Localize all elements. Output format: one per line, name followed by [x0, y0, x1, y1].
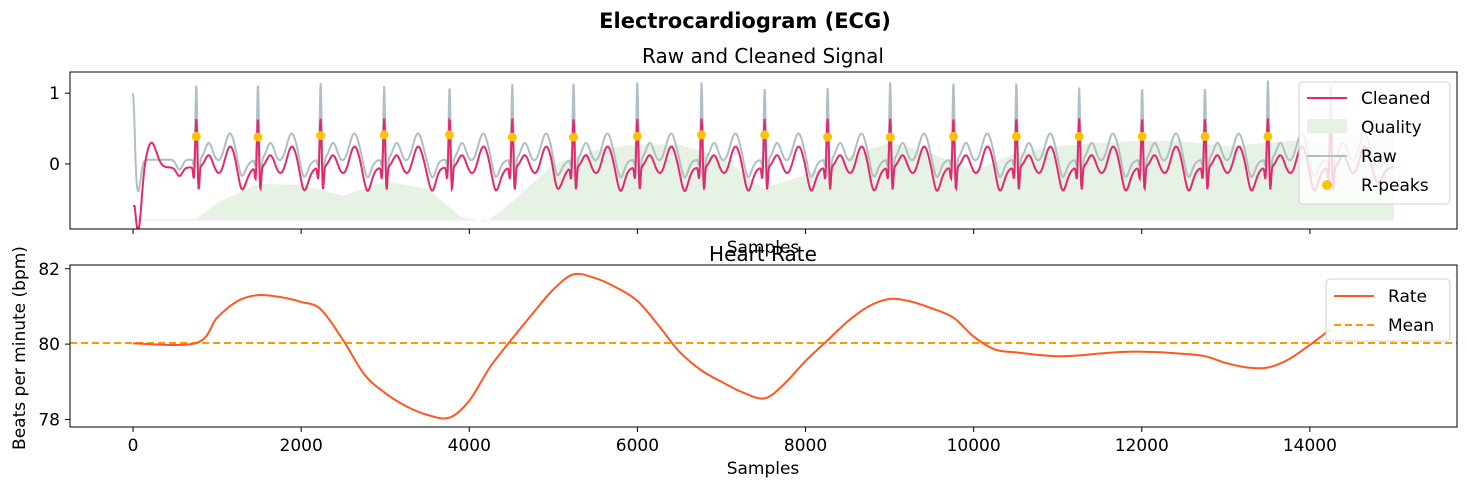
r-peak-marker — [379, 130, 389, 140]
r-peaks-markers — [191, 130, 1273, 142]
signal-plot-frame — [69, 71, 1458, 230]
legend-mean-label: Mean — [1388, 316, 1434, 336]
heart-rate-panel: Heart Rate 78 80 82 0 2000 4000 6000 8000 10000… — [10, 242, 1458, 479]
signal-y-tick-label: 0 — [49, 155, 60, 175]
heart-rate-x-tick-label: 6000 — [616, 436, 659, 456]
heart-rate-x-tick-label: 12000 — [1115, 436, 1169, 456]
heart-rate-x-tick-label: 2000 — [280, 436, 323, 456]
r-peak-marker — [191, 131, 201, 141]
heart-rate-y-tick-label: 78 — [38, 410, 60, 430]
heart-rate-x-tick-label: 4000 — [448, 436, 491, 456]
heart-rate-x-tick-label: 0 — [128, 436, 139, 456]
legend-quality-label: Quality — [1361, 118, 1422, 138]
legend-cleaned-label: Cleaned — [1361, 89, 1431, 109]
legend-r-peaks-swatch — [1322, 180, 1332, 190]
r-peak-marker — [1137, 131, 1147, 141]
signal-x-axis-label: Samples — [727, 238, 800, 258]
r-peak-marker — [1074, 131, 1084, 141]
heart-rate-line — [132, 272, 1332, 420]
heart-rate-panel-title: Heart Rate — [709, 242, 817, 266]
r-peak-marker — [445, 130, 454, 140]
heart-rate-x-tick-label: 14000 — [1283, 436, 1337, 456]
r-peak-marker — [760, 130, 770, 140]
signal-y-tick-label: 1 — [49, 84, 60, 104]
r-peak-marker — [949, 131, 958, 141]
r-peak-marker — [1011, 131, 1021, 141]
r-peak-marker — [632, 131, 642, 141]
heart-rate-y-tick-label: 80 — [38, 335, 60, 355]
r-peak-marker — [697, 130, 706, 140]
heart-rate-y-ticks: 78 80 82 — [38, 260, 70, 430]
r-peak-marker — [1263, 131, 1273, 141]
heart-rate-y-axis-label: Beats per minute (bpm) — [10, 246, 30, 450]
r-peak-marker — [885, 132, 895, 142]
legend-raw-label: Raw — [1361, 147, 1397, 167]
r-peak-marker — [316, 131, 326, 141]
heart-rate-legend: Rate Mean — [1325, 278, 1451, 342]
r-peak-marker — [823, 132, 833, 142]
signal-panel-title: Raw and Cleaned Signal — [642, 44, 884, 68]
heart-rate-x-axis-label: Samples — [727, 459, 800, 479]
legend-r-peaks-label: R-peaks — [1361, 176, 1429, 196]
signal-legend: Cleaned Quality Raw R-peaks — [1298, 81, 1451, 205]
figure-suptitle: Electrocardiogram (ECG) — [599, 9, 891, 33]
legend-quality-swatch — [1307, 119, 1347, 133]
signal-panel: Raw and Cleaned Signal 01 Samples Cleane… — [49, 44, 1458, 258]
r-peak-marker — [507, 132, 517, 142]
r-peak-marker — [569, 132, 578, 142]
legend-rate-label: Rate — [1388, 287, 1427, 307]
heart-rate-x-tick-label: 8000 — [784, 436, 827, 456]
cleaned-signal-line — [133, 117, 1394, 229]
signal-y-ticks: 01 — [49, 84, 70, 175]
heart-rate-x-ticks: 0 2000 4000 6000 8000 10000 12000 14000 — [128, 427, 1337, 456]
heart-rate-x-tick-label: 10000 — [947, 436, 1001, 456]
heart-rate-plot-frame — [69, 264, 1458, 428]
r-peak-marker — [253, 132, 263, 142]
heart-rate-y-tick-label: 82 — [38, 260, 60, 280]
signal-x-ticks — [132, 229, 1311, 234]
r-peak-marker — [1200, 131, 1210, 141]
